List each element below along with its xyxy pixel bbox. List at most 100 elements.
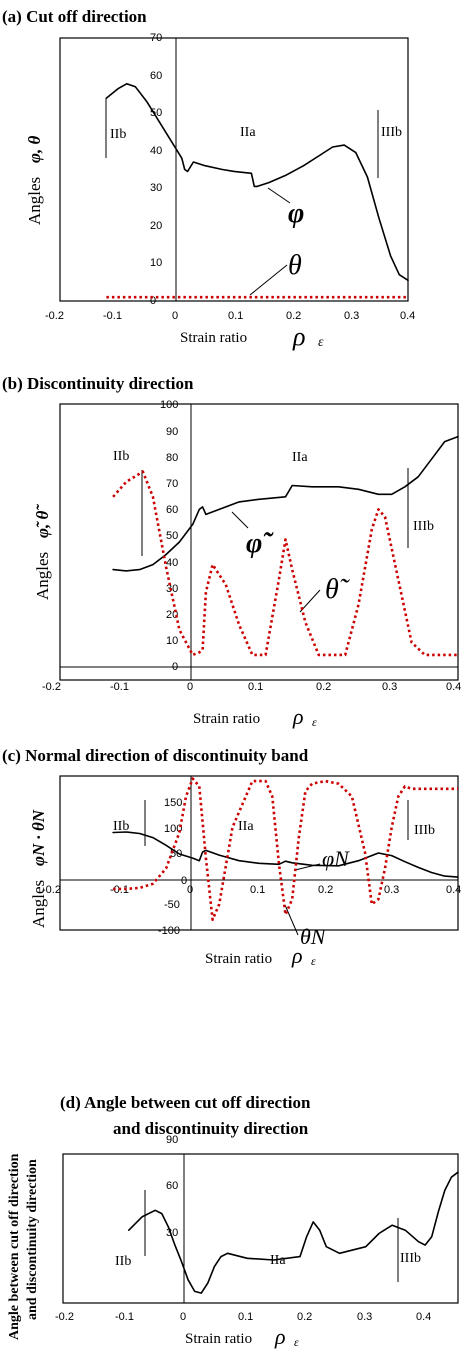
x-tick-label: -0.1 xyxy=(115,1311,134,1323)
panel-a-y-symbol: φ, θ xyxy=(25,136,44,163)
region-label: IIIb xyxy=(413,519,434,534)
y-tick-label: -100 xyxy=(158,925,180,937)
y-tick-label: 0 xyxy=(150,295,156,307)
panel-d-series-solid-line xyxy=(128,1171,459,1294)
x-tick-label: 0.2 xyxy=(318,884,333,896)
y-tick-label: 60 xyxy=(166,504,178,516)
x-tick-label: -0.2 xyxy=(55,1311,74,1323)
x-tick-label: 0 xyxy=(187,681,193,693)
panel-d-y-label: Angle between cut off direction xyxy=(7,1153,22,1340)
region-label: IIa xyxy=(240,125,256,140)
panel-a-frame xyxy=(59,37,409,302)
y-tick-label: 50 xyxy=(150,107,162,119)
y-tick-label: 100 xyxy=(160,399,178,411)
panel-a-x-ticks: -0.2 -0.1 0 0.1 0.2 0.3 0.4 xyxy=(45,310,415,322)
y-tick-label: 50 xyxy=(166,530,178,542)
panel-a: (a) Cut off direction 0 10 20 30 40 50 6… xyxy=(2,7,415,351)
y-tick-label: 70 xyxy=(166,478,178,490)
y-tick-label: 60 xyxy=(150,70,162,82)
region-label: IIb xyxy=(110,127,126,142)
x-tick-label: 0.2 xyxy=(316,681,331,693)
y-tick-label: 90 xyxy=(166,1134,178,1146)
region-label: IIIb xyxy=(414,823,435,838)
annotation-phi-tilde: φ̃ xyxy=(246,528,274,559)
panel-b: (b) Discontinuity direction 0 10 20 30 4… xyxy=(2,374,461,729)
panel-a-x-label: Strain ratio xyxy=(180,330,247,346)
y-tick-label: 0 xyxy=(172,661,178,673)
panel-b-series-dotted-line xyxy=(112,470,458,657)
panel-a-y-label: Angles xyxy=(25,177,44,225)
panel-d-y-ticks: 30 60 90 xyxy=(166,1134,178,1239)
x-tick-label: 0.1 xyxy=(228,310,243,322)
panel-b-y-ticks: 0 10 20 30 40 50 60 70 80 90 100 xyxy=(160,399,178,673)
region-label: IIa xyxy=(270,1253,286,1268)
annotation-arrow xyxy=(299,589,321,613)
panel-d-x-ticks: -0.2 -0.1 0 0.1 0.2 0.3 0.4 xyxy=(55,1311,431,1323)
x-tick-label: 0.1 xyxy=(238,1311,253,1323)
panel-c: (c) Normal direction of discontinuity ba… xyxy=(2,746,461,968)
panel-b-frame xyxy=(59,403,459,681)
panel-c-frame xyxy=(59,775,459,931)
panel-c-x-subscript: ε xyxy=(311,954,316,968)
panel-d-title: (d) Angle between cut off direction xyxy=(60,1093,311,1112)
x-tick-label: 0.4 xyxy=(446,681,461,693)
x-tick-label: 0.3 xyxy=(344,310,359,322)
panel-d-x-symbol: ρ xyxy=(274,1324,286,1349)
y-tick-label: 80 xyxy=(166,452,178,464)
x-tick-label: -0.2 xyxy=(45,310,64,322)
panel-d-x-label: Strain ratio xyxy=(185,1331,252,1347)
panel-d: (d) Angle between cut off direction and … xyxy=(7,1093,459,1349)
y-tick-label: -50 xyxy=(164,899,180,911)
x-tick-label: 0 xyxy=(172,310,178,322)
region-label: IIb xyxy=(113,819,129,834)
panel-c-y-ticks: -100 -50 0 50 100 150 xyxy=(158,797,187,937)
annotation-phi-n: φN xyxy=(322,846,350,871)
x-tick-label: 0.2 xyxy=(297,1311,312,1323)
x-tick-label: 0.3 xyxy=(384,884,399,896)
panel-b-y-symbol: φ̃, θ̃ xyxy=(33,504,52,538)
x-tick-label: 0.1 xyxy=(250,884,265,896)
region-label: IIb xyxy=(113,449,129,464)
panel-c-y-symbol: φN · θN xyxy=(29,809,48,866)
panel-c-y-label: Angles xyxy=(29,880,48,928)
panel-b-x-subscript: ε xyxy=(312,715,317,729)
panel-a-title: (a) Cut off direction xyxy=(2,7,147,26)
x-tick-label: 0.4 xyxy=(400,310,415,322)
y-tick-label: 30 xyxy=(166,583,178,595)
annotation-theta: θ xyxy=(288,250,302,281)
annotation-arrow xyxy=(284,904,299,936)
series-layer xyxy=(105,83,459,1294)
x-tick-label: 0.4 xyxy=(446,884,461,896)
panel-c-x-label: Strain ratio xyxy=(205,951,272,967)
annotation-arrow xyxy=(249,264,288,296)
x-tick-label: -0.2 xyxy=(42,681,61,693)
panel-c-series-solid-line xyxy=(112,831,459,878)
annotation-theta-n: θN xyxy=(300,924,327,949)
y-tick-label: 0 xyxy=(181,875,187,887)
panel-a-x-symbol: ρ xyxy=(292,322,305,351)
x-tick-label: -0.1 xyxy=(103,310,122,322)
region-label: IIIb xyxy=(381,125,402,140)
panel-d-title-line2: and discontinuity direction xyxy=(113,1119,309,1138)
panel-c-title: (c) Normal direction of discontinuity ba… xyxy=(2,746,309,765)
x-tick-label: 0.3 xyxy=(382,681,397,693)
x-tick-label: 0.3 xyxy=(357,1311,372,1323)
panel-a-series-solid-line xyxy=(105,83,409,282)
panel-a-x-subscript: ε xyxy=(318,335,324,350)
annotation-phi: φ xyxy=(288,198,304,229)
y-tick-label: 40 xyxy=(150,145,162,157)
panel-c-x-ticks: -0.2 -0.1 0 0.1 0.2 0.3 0.4 xyxy=(42,884,461,896)
panel-b-x-symbol: ρ xyxy=(292,704,304,729)
panel-b-series-solid-line xyxy=(112,435,459,572)
y-tick-label: 10 xyxy=(150,257,162,269)
region-label: IIIb xyxy=(400,1251,421,1266)
y-tick-label: 100 xyxy=(164,823,182,835)
x-tick-label: -0.1 xyxy=(110,681,129,693)
y-tick-label: 40 xyxy=(166,557,178,569)
y-tick-label: 60 xyxy=(166,1180,178,1192)
panel-c-x-symbol: ρ xyxy=(291,943,303,968)
panel-b-x-label: Strain ratio xyxy=(193,711,260,727)
x-tick-label: -0.2 xyxy=(42,884,61,896)
panel-a-y-ticks: 0 10 20 30 40 50 60 70 xyxy=(150,32,162,307)
